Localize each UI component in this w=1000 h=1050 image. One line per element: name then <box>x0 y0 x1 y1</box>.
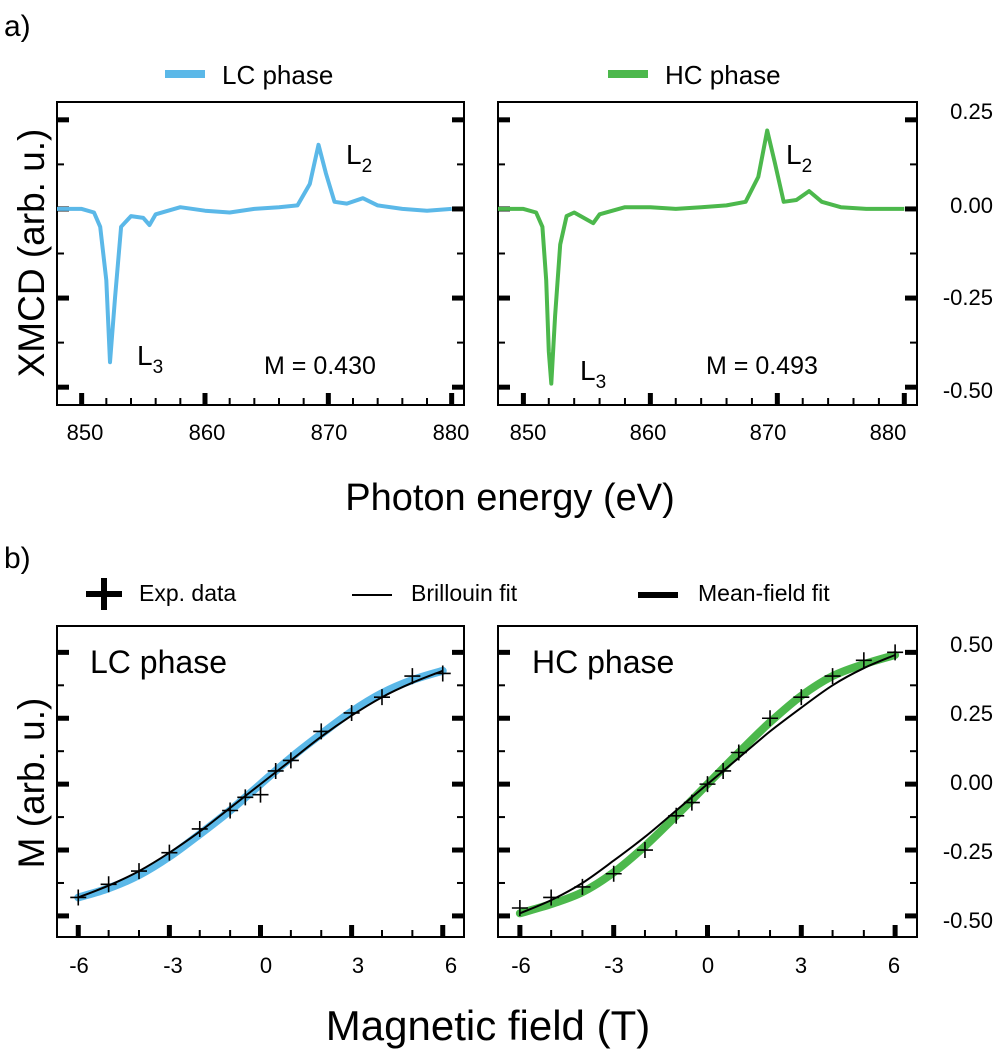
data-point <box>131 863 148 880</box>
legend-marker-exp <box>86 578 122 610</box>
xtick-labels-b-left: -6 -3 0 3 6 <box>69 953 457 978</box>
data-point <box>574 878 591 895</box>
data-point <box>191 820 208 837</box>
xtick-label: 870 <box>311 420 348 445</box>
ytick-label: -0.50 <box>943 378 993 403</box>
series-line-lc-xmcd <box>57 142 452 365</box>
legend-label-lc: LC phase <box>222 60 333 90</box>
xtick-label: 3 <box>352 953 364 978</box>
data-point <box>434 665 451 682</box>
data-point <box>668 807 685 824</box>
data-point <box>267 762 284 779</box>
annotation-m-hc: M = 0.493 <box>706 352 818 380</box>
xtick-label: 850 <box>510 420 547 445</box>
panel-label-a: a) <box>4 10 31 43</box>
ytick-label: -0.25 <box>943 839 993 864</box>
xtick-labels-b-right: -6 -3 0 3 6 <box>511 953 900 978</box>
data-point <box>730 744 747 761</box>
xtick-label: 0 <box>260 953 272 978</box>
ytick-label: -0.25 <box>943 285 993 310</box>
data-point <box>373 689 390 706</box>
data-point <box>404 668 421 685</box>
data-point <box>511 900 528 917</box>
data-point <box>252 786 269 803</box>
ytick-label: 0.00 <box>950 193 993 218</box>
data-point <box>855 652 872 669</box>
y-axis-title-a: XMCD (arb. u.) <box>11 129 52 378</box>
annotation-m-lc: M = 0.430 <box>264 352 376 380</box>
legend-label-exp: Exp. data <box>139 580 236 606</box>
data-point <box>70 889 87 906</box>
data-point <box>237 789 254 806</box>
top-legend: LC phase HC phase <box>165 60 781 90</box>
points-exp-lc <box>70 665 451 906</box>
ytick-labels-a: 0.25 0.00 -0.25 -0.50 <box>943 99 993 403</box>
xtick-label: 880 <box>433 420 470 445</box>
data-point <box>683 794 700 811</box>
peak-label-l2-right: L2 <box>786 139 812 177</box>
points-exp-hc <box>511 644 904 917</box>
series-line-brillouin-lc <box>77 669 444 899</box>
data-point <box>543 889 560 906</box>
panel-label-b: b) <box>4 542 31 575</box>
legend-label-hc: HC phase <box>665 60 781 90</box>
y-axis-title-b: M (arb. u.) <box>11 698 52 869</box>
data-point <box>100 876 117 893</box>
data-point <box>636 842 653 859</box>
data-point <box>699 776 716 793</box>
ytick-label: 0.00 <box>950 770 993 795</box>
ticks-b-right <box>498 649 917 937</box>
data-point <box>282 752 299 769</box>
data-point <box>313 723 330 740</box>
data-point <box>161 844 178 861</box>
series-line-hc-xmcd <box>498 128 905 386</box>
data-point <box>222 802 239 819</box>
ticks-a-right <box>498 117 917 405</box>
data-point <box>887 644 904 661</box>
xtick-label: -6 <box>69 953 89 978</box>
data-point <box>762 710 779 727</box>
xtick-label: 870 <box>750 420 787 445</box>
ytick-label: 0.25 <box>950 99 993 124</box>
x-axis-title-a: Photon energy (eV) <box>345 477 675 519</box>
xtick-label: -6 <box>511 953 531 978</box>
ytick-label: 0.50 <box>950 632 993 657</box>
xtick-label: 3 <box>795 953 807 978</box>
xtick-labels-a-right: 850 860 870 880 <box>510 420 907 445</box>
peak-label-l3-right: L3 <box>580 355 606 393</box>
legend-label-meanfield: Mean-field fit <box>698 580 830 606</box>
xtick-labels-a-left: 850 860 870 880 <box>67 420 470 445</box>
xtick-label: -3 <box>163 953 183 978</box>
x-axis-title-b: Magnetic field (T) <box>326 1002 650 1049</box>
xtick-label: 860 <box>189 420 226 445</box>
xtick-label: 860 <box>630 420 667 445</box>
xtick-label: 6 <box>445 953 457 978</box>
bottom-legend: Exp. data Brillouin fit Mean-field fit <box>86 578 830 610</box>
xtick-label: 850 <box>67 420 104 445</box>
ytick-labels-b: 0.50 0.25 0.00 -0.25 -0.50 <box>943 632 993 933</box>
xtick-label: -3 <box>604 953 624 978</box>
data-point <box>343 704 360 721</box>
ytick-label: -0.50 <box>943 908 993 933</box>
peak-label-l2-left: L2 <box>346 139 372 177</box>
xtick-label: 880 <box>870 420 907 445</box>
ticks-b-left <box>57 649 464 937</box>
data-point <box>605 865 622 882</box>
data-point <box>793 689 810 706</box>
legend-label-brillouin: Brillouin fit <box>411 580 518 606</box>
data-point <box>715 762 732 779</box>
data-point <box>824 668 841 685</box>
peak-label-l3-left: L3 <box>137 340 163 378</box>
xtick-label: 0 <box>702 953 714 978</box>
xtick-label: 6 <box>888 953 900 978</box>
panel-title-lc: LC phase <box>90 644 227 680</box>
ytick-label: 0.25 <box>950 701 993 726</box>
panel-title-hc: HC phase <box>532 644 674 680</box>
